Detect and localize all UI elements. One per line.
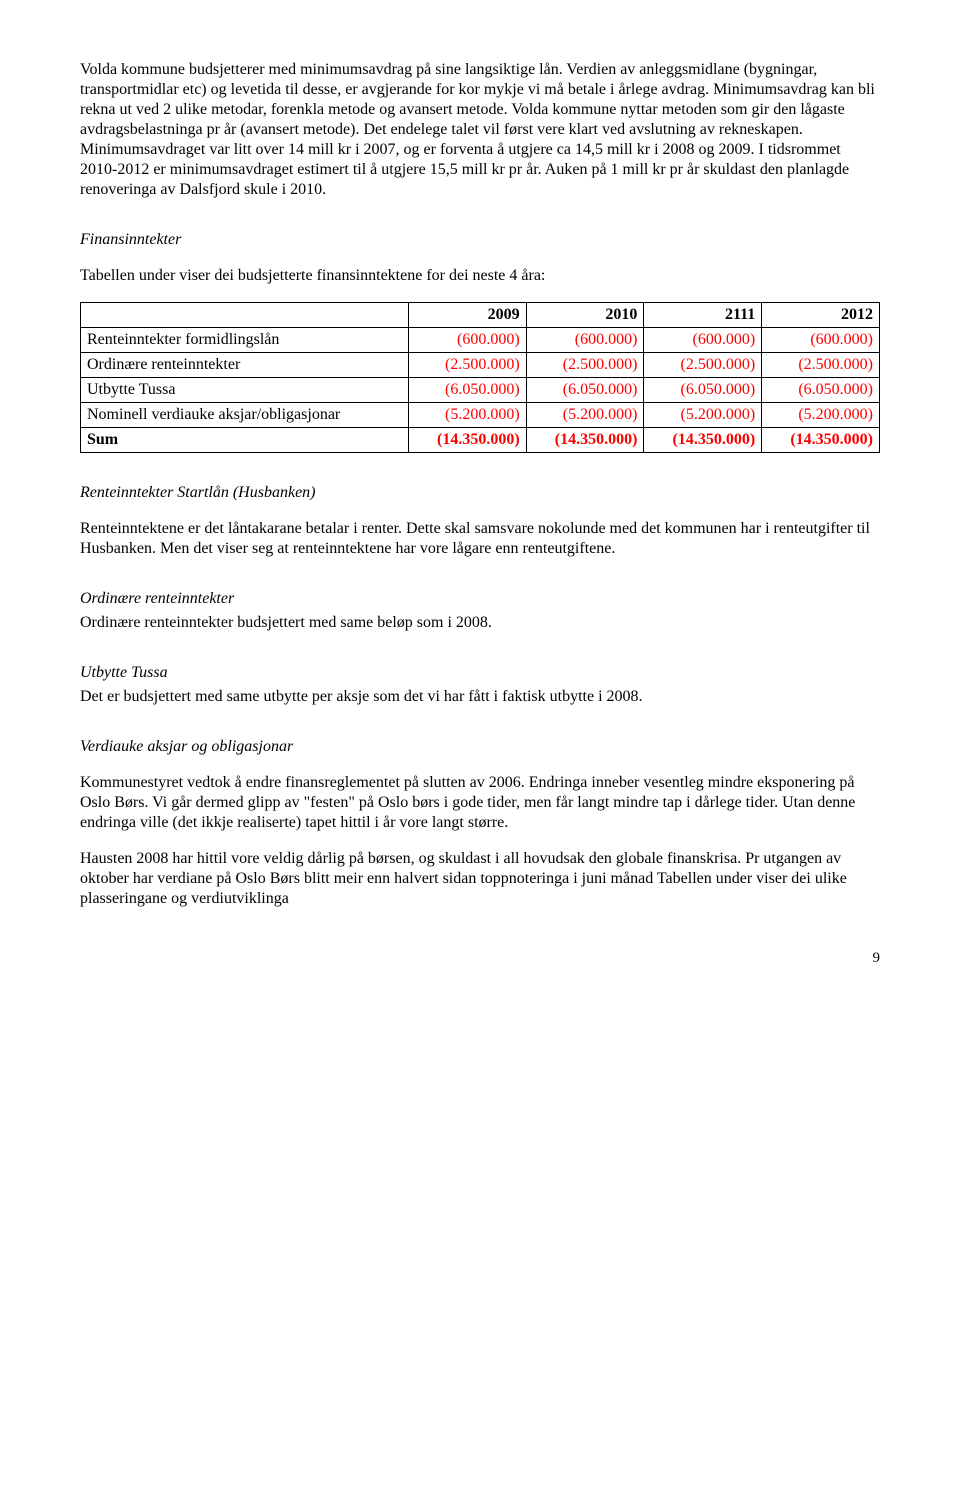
table-row: Sum(14.350.000)(14.350.000)(14.350.000)(… — [81, 428, 880, 453]
row-value: (14.350.000) — [526, 428, 644, 453]
heading-startlan: Renteinntekter Startlån (Husbanken) — [80, 483, 880, 503]
heading-verdiauke: Verdiauke aksjar og obligasjonar — [80, 737, 880, 757]
row-value: (5.200.000) — [408, 403, 526, 428]
heading-utbytte: Utbytte Tussa — [80, 663, 880, 683]
col-2009: 2009 — [408, 303, 526, 328]
col-blank — [81, 303, 409, 328]
table-row: Utbytte Tussa(6.050.000)(6.050.000)(6.05… — [81, 378, 880, 403]
col-2111: 2111 — [644, 303, 762, 328]
para-utbytte: Det er budsjettert med same utbytte per … — [80, 687, 880, 707]
finansinntekter-table: 2009 2010 2111 2012 Renteinntekter formi… — [80, 302, 880, 453]
row-value: (600.000) — [526, 328, 644, 353]
row-value: (5.200.000) — [644, 403, 762, 428]
row-value: (6.050.000) — [644, 378, 762, 403]
row-value: (600.000) — [644, 328, 762, 353]
row-value: (6.050.000) — [526, 378, 644, 403]
col-2012: 2012 — [762, 303, 880, 328]
row-value: (14.350.000) — [644, 428, 762, 453]
row-value: (600.000) — [762, 328, 880, 353]
row-label: Ordinære renteinntekter — [81, 353, 409, 378]
para-startlan: Renteinntektene er det låntakarane betal… — [80, 519, 880, 559]
row-value: (2.500.000) — [408, 353, 526, 378]
para-verdiauke-2: Hausten 2008 har hittil vore veldig dårl… — [80, 849, 880, 909]
heading-finansinntekter: Finansinntekter — [80, 230, 880, 250]
row-value: (600.000) — [408, 328, 526, 353]
row-value: (2.500.000) — [644, 353, 762, 378]
table-row: Nominell verdiauke aksjar/obligasjonar(5… — [81, 403, 880, 428]
table-row: Renteinntekter formidlingslån(600.000)(6… — [81, 328, 880, 353]
row-value: (14.350.000) — [408, 428, 526, 453]
row-value: (6.050.000) — [408, 378, 526, 403]
para-verdiauke-1: Kommunestyret vedtok å endre finansregle… — [80, 773, 880, 833]
row-value: (2.500.000) — [526, 353, 644, 378]
page-number: 9 — [80, 949, 880, 968]
row-value: (14.350.000) — [762, 428, 880, 453]
row-label: Sum — [81, 428, 409, 453]
row-label: Utbytte Tussa — [81, 378, 409, 403]
row-value: (6.050.000) — [762, 378, 880, 403]
table-row: Ordinære renteinntekter(2.500.000)(2.500… — [81, 353, 880, 378]
heading-ordinare: Ordinære renteinntekter — [80, 589, 880, 609]
row-value: (5.200.000) — [762, 403, 880, 428]
para-ordinare: Ordinære renteinntekter budsjettert med … — [80, 613, 880, 633]
row-label: Nominell verdiauke aksjar/obligasjonar — [81, 403, 409, 428]
row-value: (2.500.000) — [762, 353, 880, 378]
table-header-row: 2009 2010 2111 2012 — [81, 303, 880, 328]
col-2010: 2010 — [526, 303, 644, 328]
row-value: (5.200.000) — [526, 403, 644, 428]
body-paragraph-1: Volda kommune budsjetterer med minimumsa… — [80, 60, 880, 200]
table-intro: Tabellen under viser dei budsjetterte fi… — [80, 266, 880, 286]
row-label: Renteinntekter formidlingslån — [81, 328, 409, 353]
